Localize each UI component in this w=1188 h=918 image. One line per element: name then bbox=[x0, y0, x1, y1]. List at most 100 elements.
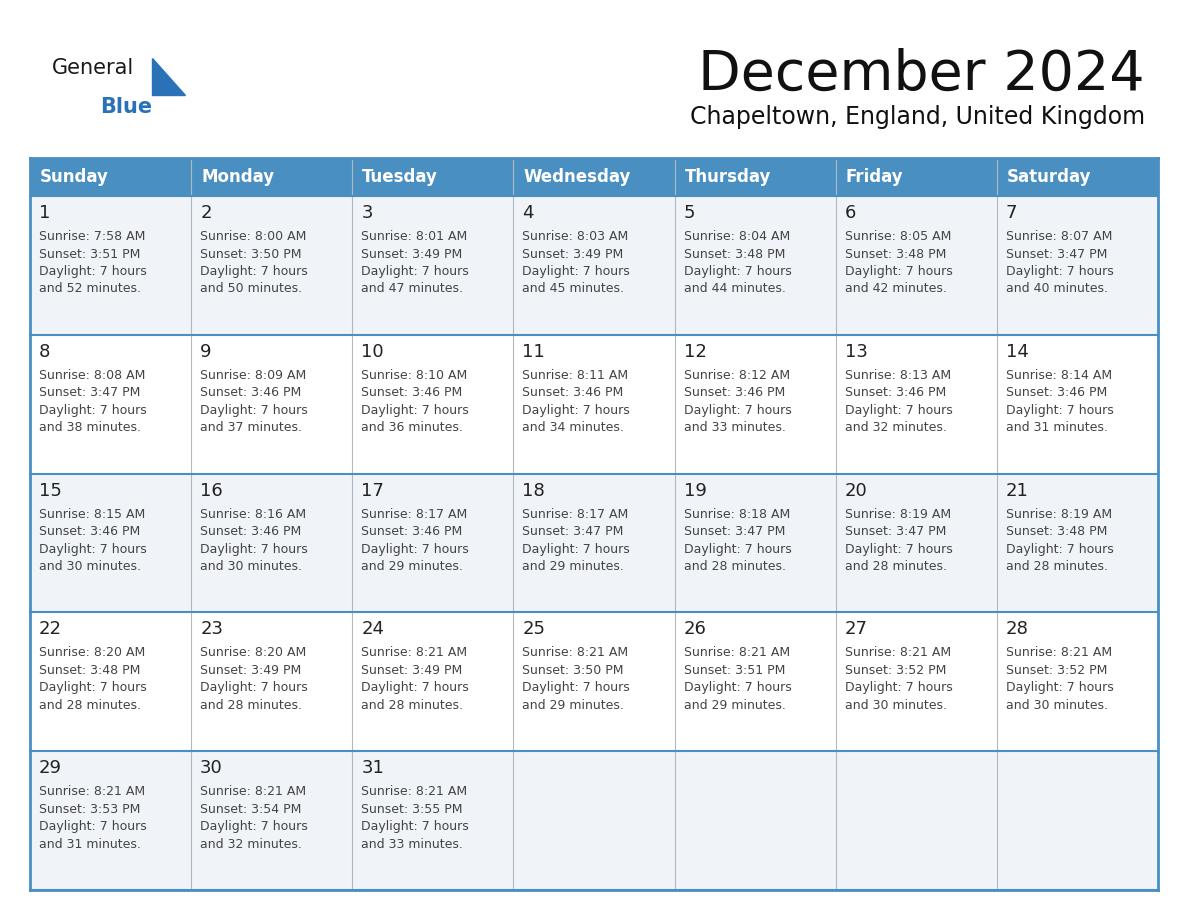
Text: Daylight: 7 hours: Daylight: 7 hours bbox=[845, 681, 953, 694]
Text: Daylight: 7 hours: Daylight: 7 hours bbox=[683, 404, 791, 417]
Text: 9: 9 bbox=[200, 342, 211, 361]
Text: Sunset: 3:48 PM: Sunset: 3:48 PM bbox=[845, 248, 946, 261]
Bar bbox=[513, 196, 675, 335]
Text: 21: 21 bbox=[1006, 482, 1029, 499]
Text: Sunset: 3:47 PM: Sunset: 3:47 PM bbox=[523, 525, 624, 538]
Text: Sunrise: 8:17 AM: Sunrise: 8:17 AM bbox=[361, 508, 468, 521]
Text: and 40 minutes.: and 40 minutes. bbox=[1006, 283, 1108, 296]
Text: Daylight: 7 hours: Daylight: 7 hours bbox=[200, 404, 308, 417]
Text: 13: 13 bbox=[845, 342, 867, 361]
Text: Sunset: 3:48 PM: Sunset: 3:48 PM bbox=[683, 248, 785, 261]
Text: Sunset: 3:50 PM: Sunset: 3:50 PM bbox=[200, 248, 302, 261]
Text: Daylight: 7 hours: Daylight: 7 hours bbox=[845, 543, 953, 555]
Text: and 30 minutes.: and 30 minutes. bbox=[200, 560, 302, 573]
Text: and 28 minutes.: and 28 minutes. bbox=[683, 560, 785, 573]
Text: 29: 29 bbox=[39, 759, 62, 778]
Text: Sunset: 3:47 PM: Sunset: 3:47 PM bbox=[683, 525, 785, 538]
Text: 6: 6 bbox=[845, 204, 857, 222]
Text: 5: 5 bbox=[683, 204, 695, 222]
Bar bbox=[675, 474, 835, 612]
Text: and 30 minutes.: and 30 minutes. bbox=[39, 560, 141, 573]
Text: Sunrise: 8:20 AM: Sunrise: 8:20 AM bbox=[200, 646, 307, 659]
Text: Sunrise: 8:19 AM: Sunrise: 8:19 AM bbox=[1006, 508, 1112, 521]
Bar bbox=[513, 474, 675, 612]
Text: Thursday: Thursday bbox=[684, 168, 771, 186]
Text: Sunset: 3:49 PM: Sunset: 3:49 PM bbox=[200, 664, 302, 677]
Text: 1: 1 bbox=[39, 204, 50, 222]
Text: Sunrise: 8:07 AM: Sunrise: 8:07 AM bbox=[1006, 230, 1112, 243]
Text: Sunrise: 8:11 AM: Sunrise: 8:11 AM bbox=[523, 369, 628, 382]
Text: Sunset: 3:48 PM: Sunset: 3:48 PM bbox=[1006, 525, 1107, 538]
Text: Sunset: 3:55 PM: Sunset: 3:55 PM bbox=[361, 802, 463, 816]
Text: and 45 minutes.: and 45 minutes. bbox=[523, 283, 625, 296]
Bar bbox=[513, 335, 675, 474]
Text: 2: 2 bbox=[200, 204, 211, 222]
Text: Sunrise: 8:15 AM: Sunrise: 8:15 AM bbox=[39, 508, 145, 521]
Text: Daylight: 7 hours: Daylight: 7 hours bbox=[361, 820, 469, 834]
Bar bbox=[997, 158, 1158, 196]
Text: Sunset: 3:51 PM: Sunset: 3:51 PM bbox=[39, 248, 140, 261]
Text: Sunset: 3:46 PM: Sunset: 3:46 PM bbox=[200, 525, 302, 538]
Text: 17: 17 bbox=[361, 482, 384, 499]
Bar bbox=[675, 612, 835, 751]
Text: Sunrise: 8:20 AM: Sunrise: 8:20 AM bbox=[39, 646, 145, 659]
Text: and 38 minutes.: and 38 minutes. bbox=[39, 421, 141, 434]
Text: and 34 minutes.: and 34 minutes. bbox=[523, 421, 625, 434]
Text: and 29 minutes.: and 29 minutes. bbox=[523, 560, 625, 573]
Text: and 31 minutes.: and 31 minutes. bbox=[39, 838, 141, 851]
Text: Sunset: 3:46 PM: Sunset: 3:46 PM bbox=[361, 525, 462, 538]
Text: 26: 26 bbox=[683, 621, 707, 638]
Bar bbox=[30, 196, 191, 335]
Bar bbox=[675, 751, 835, 890]
Bar bbox=[835, 335, 997, 474]
Text: Sunset: 3:49 PM: Sunset: 3:49 PM bbox=[361, 248, 462, 261]
Bar bbox=[513, 751, 675, 890]
Text: Sunset: 3:50 PM: Sunset: 3:50 PM bbox=[523, 664, 624, 677]
Bar bbox=[675, 196, 835, 335]
Bar bbox=[30, 158, 191, 196]
Text: and 28 minutes.: and 28 minutes. bbox=[200, 699, 302, 711]
Text: Sunrise: 8:17 AM: Sunrise: 8:17 AM bbox=[523, 508, 628, 521]
Text: Sunset: 3:47 PM: Sunset: 3:47 PM bbox=[39, 386, 140, 399]
Text: Daylight: 7 hours: Daylight: 7 hours bbox=[39, 820, 147, 834]
Text: and 31 minutes.: and 31 minutes. bbox=[1006, 421, 1107, 434]
Text: Daylight: 7 hours: Daylight: 7 hours bbox=[361, 681, 469, 694]
Text: Daylight: 7 hours: Daylight: 7 hours bbox=[200, 543, 308, 555]
Text: 15: 15 bbox=[39, 482, 62, 499]
Text: 20: 20 bbox=[845, 482, 867, 499]
Text: Daylight: 7 hours: Daylight: 7 hours bbox=[1006, 681, 1113, 694]
Text: 25: 25 bbox=[523, 621, 545, 638]
Text: and 30 minutes.: and 30 minutes. bbox=[845, 699, 947, 711]
Bar bbox=[353, 751, 513, 890]
Text: Sunrise: 8:21 AM: Sunrise: 8:21 AM bbox=[523, 646, 628, 659]
Text: and 28 minutes.: and 28 minutes. bbox=[361, 699, 463, 711]
Text: Sunrise: 8:13 AM: Sunrise: 8:13 AM bbox=[845, 369, 950, 382]
Text: Daylight: 7 hours: Daylight: 7 hours bbox=[1006, 404, 1113, 417]
Text: 10: 10 bbox=[361, 342, 384, 361]
Text: and 29 minutes.: and 29 minutes. bbox=[523, 699, 625, 711]
Bar bbox=[513, 612, 675, 751]
Text: Daylight: 7 hours: Daylight: 7 hours bbox=[1006, 265, 1113, 278]
Text: Sunrise: 8:19 AM: Sunrise: 8:19 AM bbox=[845, 508, 950, 521]
Text: and 32 minutes.: and 32 minutes. bbox=[200, 838, 302, 851]
Text: 12: 12 bbox=[683, 342, 707, 361]
Text: and 32 minutes.: and 32 minutes. bbox=[845, 421, 947, 434]
Text: Sunset: 3:47 PM: Sunset: 3:47 PM bbox=[1006, 248, 1107, 261]
Text: Daylight: 7 hours: Daylight: 7 hours bbox=[361, 543, 469, 555]
Text: Sunset: 3:46 PM: Sunset: 3:46 PM bbox=[683, 386, 785, 399]
Bar bbox=[997, 474, 1158, 612]
Text: Sunday: Sunday bbox=[40, 168, 109, 186]
Text: and 52 minutes.: and 52 minutes. bbox=[39, 283, 141, 296]
Text: Daylight: 7 hours: Daylight: 7 hours bbox=[39, 543, 147, 555]
Text: 3: 3 bbox=[361, 204, 373, 222]
Text: and 29 minutes.: and 29 minutes. bbox=[683, 699, 785, 711]
Bar bbox=[191, 474, 353, 612]
Text: Sunset: 3:52 PM: Sunset: 3:52 PM bbox=[845, 664, 946, 677]
Bar bbox=[353, 158, 513, 196]
Text: Daylight: 7 hours: Daylight: 7 hours bbox=[39, 265, 147, 278]
Text: Sunset: 3:51 PM: Sunset: 3:51 PM bbox=[683, 664, 785, 677]
Bar bbox=[997, 751, 1158, 890]
Text: Sunset: 3:48 PM: Sunset: 3:48 PM bbox=[39, 664, 140, 677]
Text: and 30 minutes.: and 30 minutes. bbox=[1006, 699, 1108, 711]
Text: 11: 11 bbox=[523, 342, 545, 361]
